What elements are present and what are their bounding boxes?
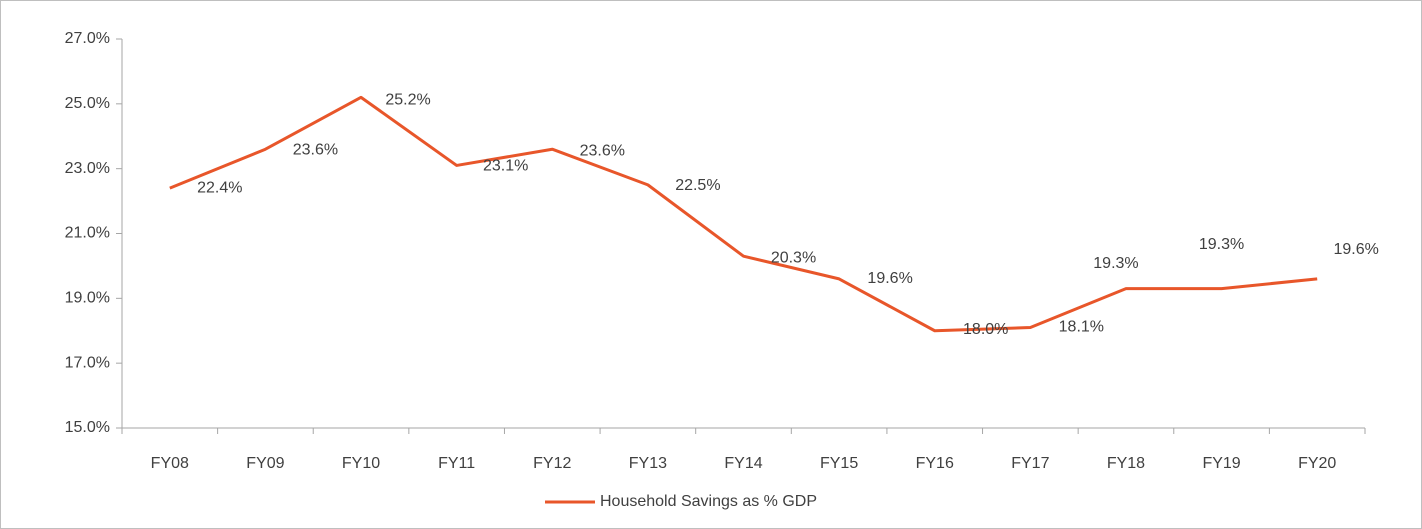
data-label: 19.3% [1093,255,1138,272]
x-tick-label: FY19 [1202,455,1240,472]
legend-label: Household Savings as % GDP [600,493,817,510]
y-tick-label: 19.0% [65,290,110,307]
x-tick-label: FY10 [342,455,380,472]
x-tick-label: FY09 [246,455,284,472]
data-label: 25.2% [385,92,430,109]
y-tick-label: 15.0% [65,419,110,436]
y-tick-label: 23.0% [65,160,110,177]
y-tick-label: 27.0% [65,30,110,47]
y-tick-label: 17.0% [65,354,110,371]
data-label: 23.1% [483,158,528,175]
x-tick-label: FY11 [438,455,475,472]
x-tick-label: FY20 [1298,455,1336,472]
x-tick-label: FY16 [916,455,954,472]
y-tick-label: 21.0% [65,225,110,242]
data-label: 23.6% [293,141,338,158]
line [169,95,1318,333]
x-tick-label: FY14 [724,455,762,472]
x-tick-label: FY08 [151,455,189,472]
data-label: 19.6% [867,270,912,287]
x-tick-label: FY15 [820,455,858,472]
data-label: 22.4% [197,179,242,196]
y-tick-label: 25.0% [65,95,110,112]
x-tick-label: FY17 [1011,455,1049,472]
data-label: 18.0% [963,321,1008,338]
data-label: 19.3% [1199,236,1244,253]
data-label: 19.6% [1334,241,1379,258]
x-tick-label: FY18 [1107,455,1145,472]
x-tick-label: FY12 [533,455,571,472]
data-label: 18.1% [1059,319,1104,336]
data-label: 20.3% [771,249,816,266]
x-tick-label: FY13 [629,455,667,472]
data-label: 22.5% [675,177,720,194]
data-label: 23.6% [580,142,625,159]
